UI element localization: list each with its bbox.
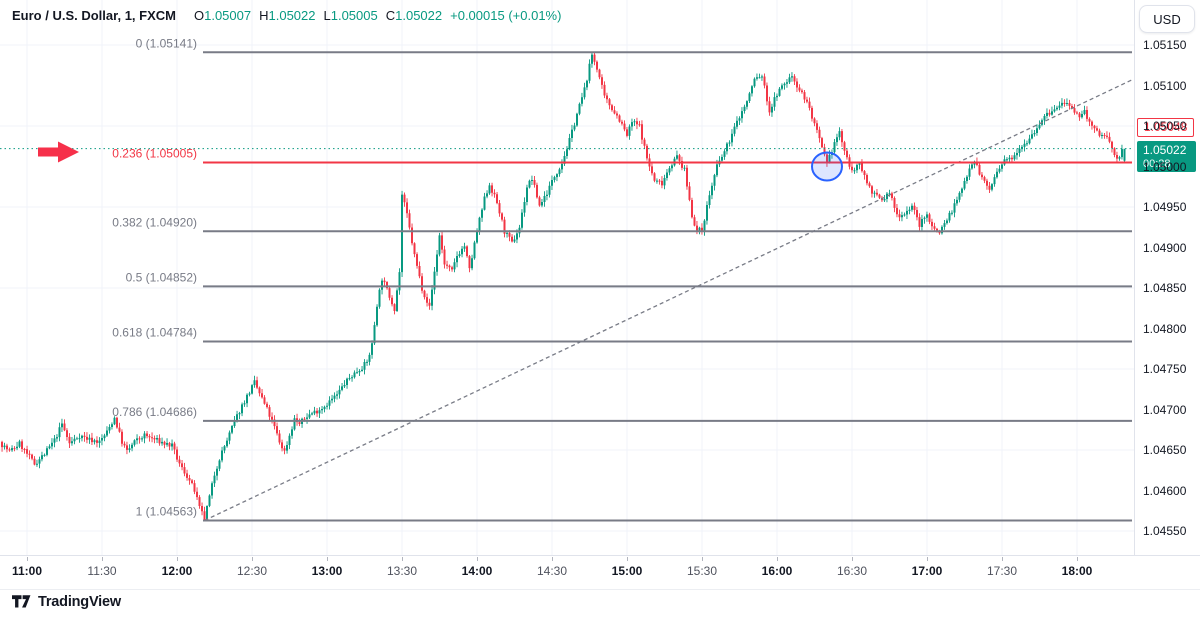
- time-axis-tick: [177, 557, 178, 561]
- fib-label-0: 0 (1.05141): [136, 36, 197, 50]
- trendline-drawing[interactable]: [204, 79, 1133, 522]
- price-axis-label: 1.04900: [1143, 240, 1187, 255]
- highlight-circle-annotation[interactable]: [811, 151, 843, 182]
- chart-canvas[interactable]: 0 (1.05141) 0.236 (1.05005) 0.382 (1.04920…: [0, 0, 1134, 555]
- price-axis-label: 1.04750: [1143, 362, 1187, 376]
- time-axis[interactable]: 11:00 11:30 12:00 12:30 13:00 13:30 14:00 14:30…: [0, 555, 1200, 586]
- last-price-value: 1.05022: [1143, 142, 1187, 157]
- time-axis-tick: [402, 557, 403, 561]
- low-value: 1.05005: [330, 8, 378, 23]
- time-axis-label: 11:30: [87, 564, 117, 578]
- currency-toggle-button[interactable]: USD: [1139, 5, 1195, 33]
- time-axis-tick: [777, 557, 778, 561]
- time-axis-tick: [102, 557, 103, 561]
- fib-label-0.382: 0.382 (1.04920): [112, 215, 197, 229]
- time-axis-tick: [252, 557, 253, 561]
- time-axis-label: 12:30: [236, 564, 268, 578]
- price-axis-label: 1.04650: [1143, 443, 1187, 457]
- arrow-annotation[interactable]: [38, 141, 79, 163]
- change-value: +0.00015 (+0.01%): [450, 8, 562, 23]
- time-axis-label: 13:30: [386, 564, 418, 578]
- price-axis-label: 1.05150: [1143, 38, 1187, 52]
- time-axis-tick: [627, 557, 628, 561]
- alert-price-label[interactable]: 1.05048: [1137, 117, 1194, 137]
- close-label: C: [385, 8, 396, 23]
- time-axis-tick: [327, 557, 328, 561]
- time-axis-tick: [927, 557, 928, 561]
- time-axis-label: 13:00: [311, 564, 343, 578]
- price-axis-label: 1.05000: [1143, 159, 1187, 174]
- time-axis-tick: [477, 557, 478, 561]
- bar-countdown: 00:28: [1143, 157, 1171, 170]
- time-axis-tick: [1077, 557, 1078, 561]
- high-label: H: [259, 8, 269, 23]
- time-axis-label: 16:30: [836, 564, 868, 578]
- fib-label-1: 1 (1.04563): [136, 504, 197, 518]
- tradingview-logo-text: TradingView: [38, 594, 121, 610]
- time-axis-label: 14:30: [536, 564, 568, 578]
- time-axis-label: 17:00: [911, 564, 943, 578]
- price-axis-label: 1.04800: [1143, 321, 1187, 336]
- time-axis-label: 15:00: [611, 564, 643, 578]
- price-axis-label: 1.04550: [1143, 524, 1187, 538]
- tradingview-branding[interactable]: TradingView: [12, 594, 121, 610]
- time-axis-label: 17:30: [986, 564, 1018, 578]
- time-axis-label: 11:00: [11, 564, 43, 578]
- time-axis-tick: [852, 557, 853, 561]
- gridlines: [0, 0, 1134, 555]
- fib-label-0.5: 0.5 (1.04852): [126, 270, 197, 284]
- fib-label-0.786: 0.786 (1.04686): [112, 405, 197, 419]
- chart-plot-area[interactable]: 0 (1.05141) 0.236 (1.05005) 0.382 (1.04920…: [0, 0, 1134, 555]
- tradingview-logo-icon: [12, 594, 31, 608]
- low-label: L: [323, 8, 331, 23]
- price-axis-label: 1.04700: [1143, 402, 1187, 417]
- price-axis[interactable]: 1.05048 1.05022 00:28 1.05150 1.05100 1.05…: [1135, 0, 1200, 555]
- time-axis-label: 15:30: [686, 564, 718, 578]
- fib-label-0.236: 0.236 (1.05005): [112, 146, 197, 160]
- time-axis-tick: [1002, 557, 1003, 561]
- time-axis-tick: [702, 557, 703, 561]
- chart-legend: Euro / U.S. Dollar, 1, FXCM O1.05007 H1.05…: [12, 8, 561, 23]
- price-axis-label: 1.04950: [1143, 200, 1187, 214]
- last-price-label[interactable]: 1.05022 00:28: [1137, 140, 1196, 172]
- time-axis-tick: [552, 557, 553, 561]
- time-axis-label: 16:00: [761, 564, 793, 578]
- fib-retracement-drawing[interactable]: 0 (1.05141) 0.236 (1.05005) 0.382 (1.04920…: [112, 36, 1132, 522]
- price-axis-label: 1.05050: [1143, 119, 1187, 133]
- time-axis-tick: [27, 557, 28, 561]
- price-axis-label: 1.05100: [1143, 78, 1187, 93]
- time-axis-label: 18:00: [1061, 564, 1093, 578]
- open-label: O: [193, 8, 205, 23]
- high-value: 1.05022: [268, 8, 316, 23]
- symbol-title: Euro / U.S. Dollar, 1, FXCM: [12, 8, 176, 23]
- close-value: 1.05022: [395, 8, 443, 23]
- footer-divider: [0, 589, 1200, 590]
- price-axis-separator: [1134, 0, 1135, 585]
- time-axis-label: 12:00: [161, 564, 193, 578]
- price-axis-label: 1.04600: [1143, 483, 1187, 498]
- time-axis-label: 14:00: [461, 564, 493, 578]
- fib-label-0.618: 0.618 (1.04784): [112, 325, 197, 339]
- open-value: 1.05007: [204, 8, 252, 23]
- price-axis-label: 1.04850: [1143, 281, 1187, 295]
